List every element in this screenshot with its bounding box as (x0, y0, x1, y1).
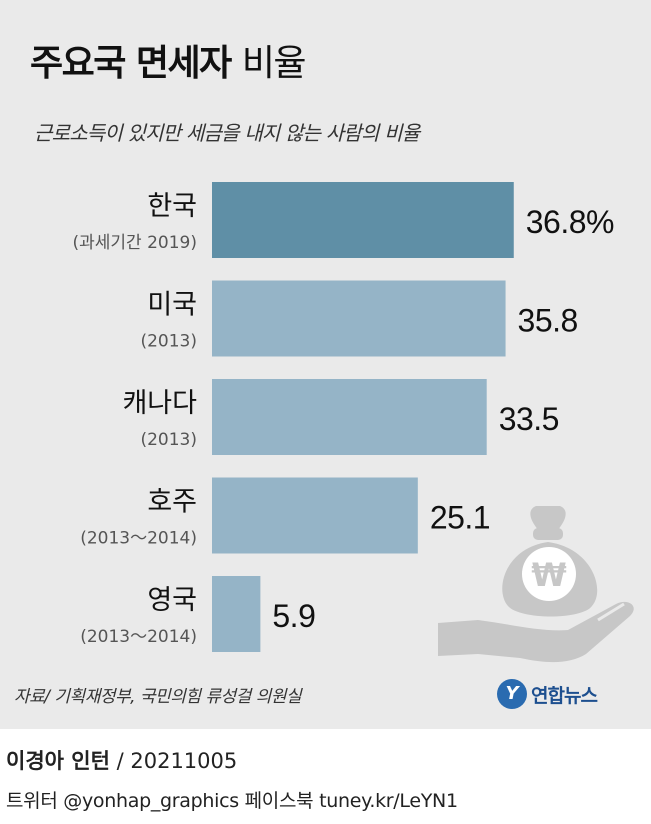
author-name: 이경아 인턴 (6, 749, 110, 773)
logo-text: 연합뉴스 (531, 685, 598, 707)
period-label: (2013) (140, 430, 197, 450)
category-label: 한국 (147, 191, 197, 222)
value-label: 33.5 (499, 401, 559, 437)
logo-mark-icon: Y (497, 679, 527, 709)
title-bold: 주요국 면세자 (30, 43, 232, 84)
category-label: 호주 (147, 487, 197, 518)
period-label: (2013～2014) (80, 627, 197, 647)
author-line: 이경아 인턴 / 20211005 (6, 745, 237, 775)
author-date: / 20211005 (116, 749, 238, 773)
source-note: 자료/ 기획재정부, 국민의힘 류성걸 의원실 (14, 687, 302, 707)
chart-subtitle: 근로소득이 있지만 세금을 내지 않는 사람의 비율 (34, 121, 420, 145)
chart-title: 주요국 면세자 비율 (30, 34, 307, 86)
hand-holding-won-money-bag-icon: ₩ (438, 506, 634, 663)
bar-1 (212, 182, 514, 258)
value-label: 35.8 (518, 303, 578, 339)
bar-5 (212, 576, 261, 652)
bar-chart: ₩ 한국 (과세기간 2019) 36.8% 미국 (2013) 35.8 캐나다 (2013)… (73, 182, 634, 663)
period-label: (2013～2014) (80, 529, 197, 549)
value-label: 5.9 (272, 598, 315, 634)
period-label: (2013) (140, 332, 197, 352)
category-label: 영국 (147, 585, 197, 616)
period-label: (과세기간 2019) (73, 233, 198, 253)
bar-2 (212, 280, 506, 357)
category-label: 미국 (147, 290, 197, 321)
value-label: 36.8% (526, 204, 614, 240)
title-light: 비율 (241, 43, 307, 84)
social-links: 트위터 @yonhap_graphics 페이스북 tuney.kr/LeYN1 (6, 790, 458, 812)
svg-text:₩: ₩ (531, 556, 566, 594)
bar-3 (212, 379, 487, 455)
category-label: 캐나다 (122, 388, 197, 419)
bar-4 (212, 477, 418, 554)
value-label: 25.1 (430, 500, 490, 536)
